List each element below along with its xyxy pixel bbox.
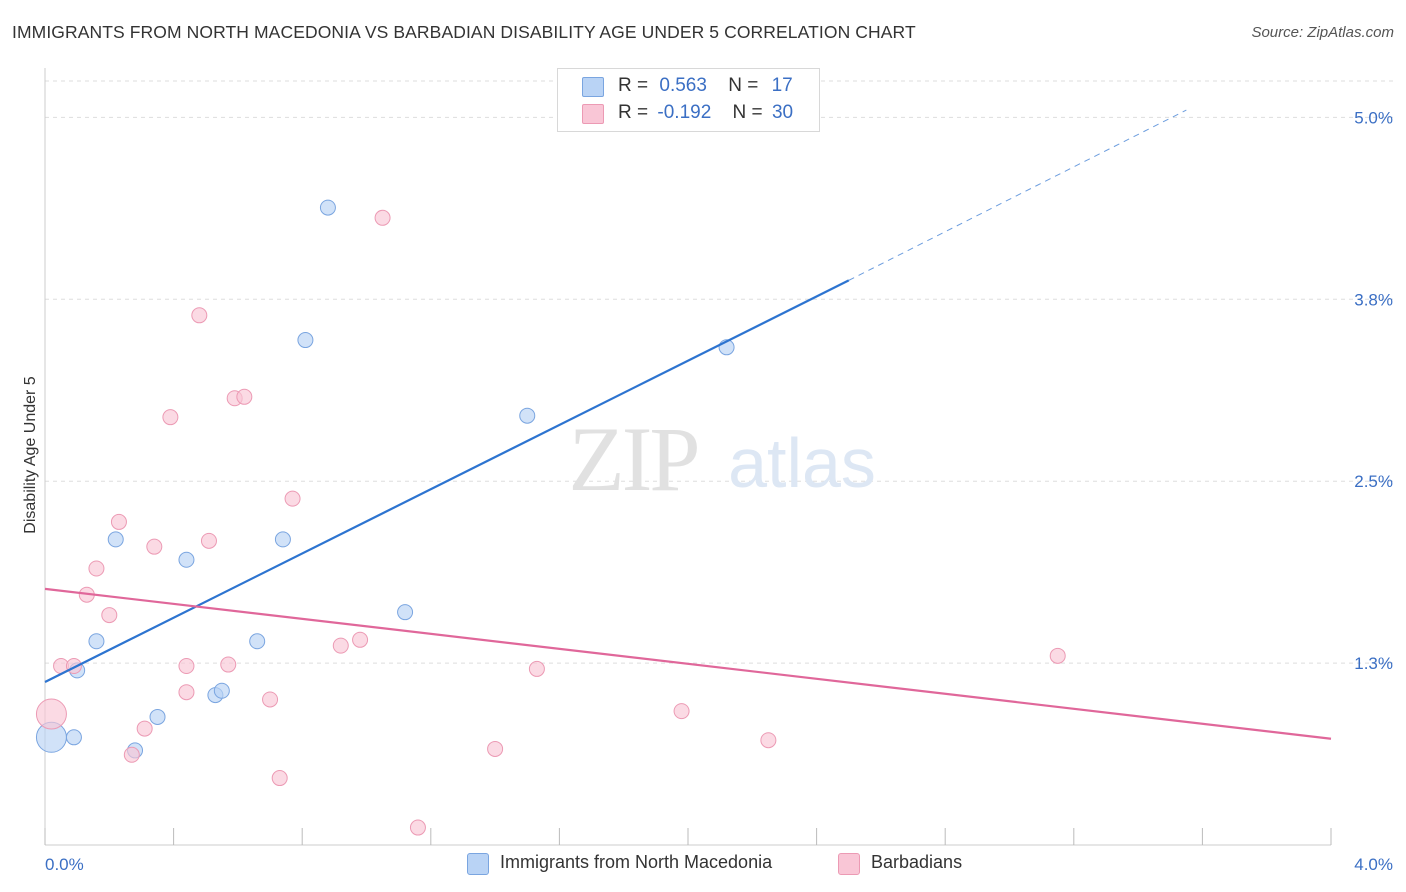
legend-swatch-pink <box>838 853 860 875</box>
legend-n-value: 17 <box>771 75 793 96</box>
y-tick-label: 2.5% <box>1354 472 1393 491</box>
data-point-barbadians <box>162 409 179 426</box>
chart-title: IMMIGRANTS FROM NORTH MACEDONIA VS BARBA… <box>12 22 916 42</box>
legend-n-label: N = <box>732 102 763 123</box>
y-tick-label: 3.8% <box>1354 290 1393 309</box>
data-point-barbadians <box>352 631 369 648</box>
data-point-barbadians <box>760 732 777 749</box>
legend-label: Immigrants from North Macedonia <box>500 852 773 872</box>
source-note: Source: ZipAtlas.com <box>1251 24 1394 41</box>
watermark-atlas: atlas <box>728 424 876 502</box>
legend-n-value: 30 <box>771 102 794 123</box>
trend-line-north-macedonia <box>44 279 850 683</box>
data-point-barbadians <box>374 209 391 226</box>
data-point-barbadians <box>236 388 253 405</box>
data-point-barbadians <box>136 720 153 737</box>
trend-line-barbadians <box>44 587 1332 740</box>
legend-r-label: R = <box>618 75 649 96</box>
data-point-north-macedonia <box>319 199 336 216</box>
data-point-north-macedonia <box>297 332 314 349</box>
data-point-barbadians <box>409 819 426 836</box>
tick-labels: 1.3% 2.5% 3.8% 5.0% 0.0% 4.0% <box>45 108 1393 874</box>
data-point-barbadians <box>88 560 105 577</box>
legend-swatch-blue <box>467 853 489 875</box>
x-tick-label: 4.0% <box>1354 855 1393 874</box>
data-point-north-macedonia <box>65 729 82 746</box>
data-point-barbadians <box>673 703 690 720</box>
data-point-barbadians <box>487 740 504 757</box>
y-tick-label: 5.0% <box>1354 108 1393 127</box>
data-point-north-macedonia <box>107 531 124 548</box>
data-point-barbadians <box>146 538 163 555</box>
legend-swatch-blue <box>582 77 604 97</box>
data-point-barbadians <box>35 698 67 730</box>
data-point-barbadians <box>262 691 279 708</box>
x-tick-label: 0.0% <box>45 855 84 874</box>
data-point-barbadians <box>110 513 127 530</box>
legend-label: Barbadians <box>871 852 963 872</box>
watermark-zip: ZIP <box>569 408 698 510</box>
data-point-barbadians <box>101 607 118 624</box>
trend-lines <box>44 109 1332 740</box>
legend-r-value: -0.192 <box>657 102 712 123</box>
series-legend: Immigrants from North Macedonia Barbadia… <box>0 852 1406 878</box>
data-point-barbadians <box>528 660 545 677</box>
data-point-north-macedonia <box>249 633 266 650</box>
legend-swatch-pink <box>582 104 604 124</box>
data-point-barbadians <box>191 307 208 324</box>
legend-r-value: 0.563 <box>659 75 707 96</box>
data-point-barbadians <box>200 532 217 549</box>
data-point-barbadians <box>178 684 195 701</box>
data-point-north-macedonia <box>213 682 230 699</box>
data-point-barbadians <box>271 770 288 787</box>
data-point-barbadians <box>284 490 301 507</box>
legend-r-label: R = <box>618 102 649 123</box>
data-point-north-macedonia <box>88 633 105 650</box>
data-point-north-macedonia <box>519 407 536 424</box>
y-tick-label: 1.3% <box>1354 654 1393 673</box>
data-point-north-macedonia <box>274 531 291 548</box>
trend-line-north-macedonia-extension <box>848 109 1187 281</box>
y-axis-label: Disability Age Under 5 <box>22 376 39 534</box>
data-point-barbadians <box>220 656 237 673</box>
watermark: ZIP atlas <box>569 408 876 510</box>
data-point-barbadians <box>123 746 140 763</box>
legend-n-label: N = <box>728 75 759 96</box>
gridlines <box>45 80 1393 664</box>
data-points <box>35 199 1066 836</box>
data-point-north-macedonia <box>149 708 166 725</box>
data-point-barbadians <box>332 637 349 654</box>
correlation-legend: R = 0.563 N = 17 R = -0.192 N = 30 <box>557 68 820 132</box>
data-point-north-macedonia <box>178 551 195 568</box>
data-point-barbadians <box>178 658 195 675</box>
data-point-north-macedonia <box>397 604 414 621</box>
data-point-barbadians <box>1049 647 1066 664</box>
